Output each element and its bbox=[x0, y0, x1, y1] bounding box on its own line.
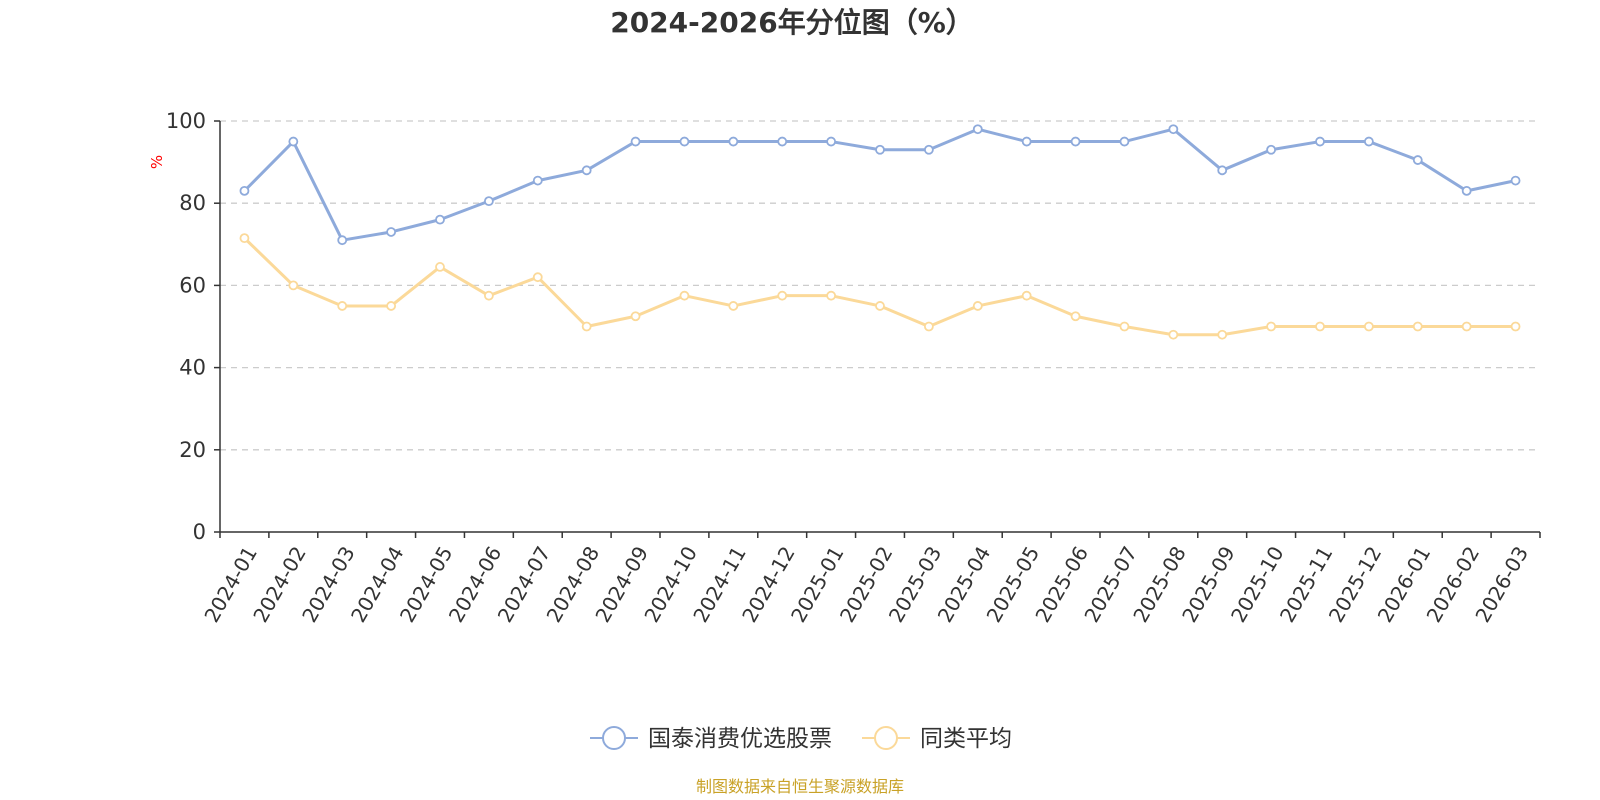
data-point[interactable] bbox=[923, 321, 934, 332]
data-point[interactable] bbox=[777, 290, 788, 301]
y-tick-label: 80 bbox=[179, 191, 206, 215]
data-point[interactable] bbox=[728, 301, 739, 311]
data-point[interactable] bbox=[875, 144, 885, 155]
y-tick-labels: 0 20 40 60 80 100 bbox=[166, 109, 206, 544]
data-point[interactable] bbox=[826, 136, 837, 147]
legend-label: 同类平均 bbox=[920, 726, 1012, 752]
data-point[interactable] bbox=[1119, 136, 1130, 147]
legend-marker bbox=[602, 726, 626, 750]
data-point[interactable] bbox=[1363, 136, 1374, 147]
data-point[interactable] bbox=[1266, 321, 1277, 332]
data-point[interactable] bbox=[435, 262, 445, 272]
data-point[interactable] bbox=[1021, 136, 1032, 147]
data-point[interactable] bbox=[1412, 155, 1423, 165]
data-point[interactable] bbox=[1070, 136, 1081, 147]
data-point[interactable] bbox=[239, 185, 250, 196]
data-point[interactable] bbox=[1021, 290, 1032, 301]
legend-item-2[interactable]: 同类平均 bbox=[862, 726, 1012, 752]
axes bbox=[214, 120, 1541, 538]
y-tick-label: 100 bbox=[166, 109, 206, 133]
y-tick-label: 0 bbox=[193, 520, 206, 544]
data-point[interactable] bbox=[1461, 321, 1472, 332]
data-point[interactable] bbox=[1363, 321, 1374, 332]
data-point[interactable] bbox=[679, 136, 690, 147]
data-point[interactable] bbox=[1510, 321, 1521, 332]
data-point[interactable] bbox=[630, 136, 641, 147]
data-point[interactable] bbox=[1119, 321, 1130, 332]
data-point[interactable] bbox=[1217, 165, 1228, 176]
legend-item-1[interactable]: 国泰消费优选股票 bbox=[590, 726, 832, 752]
data-point[interactable] bbox=[1315, 136, 1325, 147]
data-point[interactable] bbox=[728, 136, 739, 147]
data-point[interactable] bbox=[679, 290, 690, 301]
data-point[interactable] bbox=[483, 196, 494, 207]
y-tick-label: 60 bbox=[179, 273, 206, 297]
y-tick-label: 40 bbox=[179, 356, 206, 380]
data-point[interactable] bbox=[1217, 329, 1228, 340]
data-point[interactable] bbox=[826, 290, 837, 301]
data-point[interactable] bbox=[435, 214, 445, 225]
data-point[interactable] bbox=[386, 227, 397, 237]
data-point[interactable] bbox=[875, 301, 885, 311]
data-point[interactable] bbox=[1461, 185, 1472, 196]
data-point[interactable] bbox=[1070, 311, 1081, 322]
data-point[interactable] bbox=[923, 144, 934, 155]
grid-lines bbox=[220, 120, 1540, 451]
series-1 bbox=[239, 124, 1521, 246]
data-point[interactable] bbox=[630, 311, 641, 322]
y-axis-label: % bbox=[148, 155, 166, 169]
data-point[interactable] bbox=[1412, 321, 1423, 332]
data-point[interactable] bbox=[1168, 329, 1179, 340]
y-tick-label: 20 bbox=[179, 438, 206, 462]
data-point[interactable] bbox=[972, 124, 983, 135]
data-point[interactable] bbox=[777, 136, 788, 147]
data-point[interactable] bbox=[1510, 175, 1521, 186]
data-point[interactable] bbox=[581, 321, 592, 332]
data-point[interactable] bbox=[288, 280, 299, 291]
data-point[interactable] bbox=[386, 301, 397, 311]
data-point[interactable] bbox=[337, 301, 348, 311]
data-point[interactable] bbox=[532, 272, 543, 283]
data-point[interactable] bbox=[1168, 124, 1179, 135]
data-point[interactable] bbox=[288, 136, 299, 147]
data-point[interactable] bbox=[483, 290, 494, 301]
legend[interactable]: 国泰消费优选股票 同类平均 bbox=[590, 726, 1012, 752]
data-point[interactable] bbox=[337, 235, 348, 246]
data-point[interactable] bbox=[972, 301, 983, 311]
source-note: 制图数据来自恒生聚源数据库 bbox=[696, 777, 904, 796]
data-point[interactable] bbox=[581, 165, 592, 176]
legend-label: 国泰消费优选股票 bbox=[648, 726, 832, 752]
data-series bbox=[239, 124, 1521, 340]
data-point[interactable] bbox=[532, 175, 543, 186]
data-point[interactable] bbox=[1266, 144, 1277, 155]
series-line bbox=[243, 237, 1516, 337]
x-tick-labels: 2024-012024-022024-032024-042024-052024-… bbox=[199, 542, 1533, 626]
data-point[interactable] bbox=[239, 233, 250, 244]
series-2 bbox=[239, 233, 1521, 340]
chart-title: 2024-2026年分位图（%） bbox=[610, 6, 974, 39]
data-point[interactable] bbox=[1315, 321, 1325, 332]
legend-marker bbox=[874, 726, 898, 750]
